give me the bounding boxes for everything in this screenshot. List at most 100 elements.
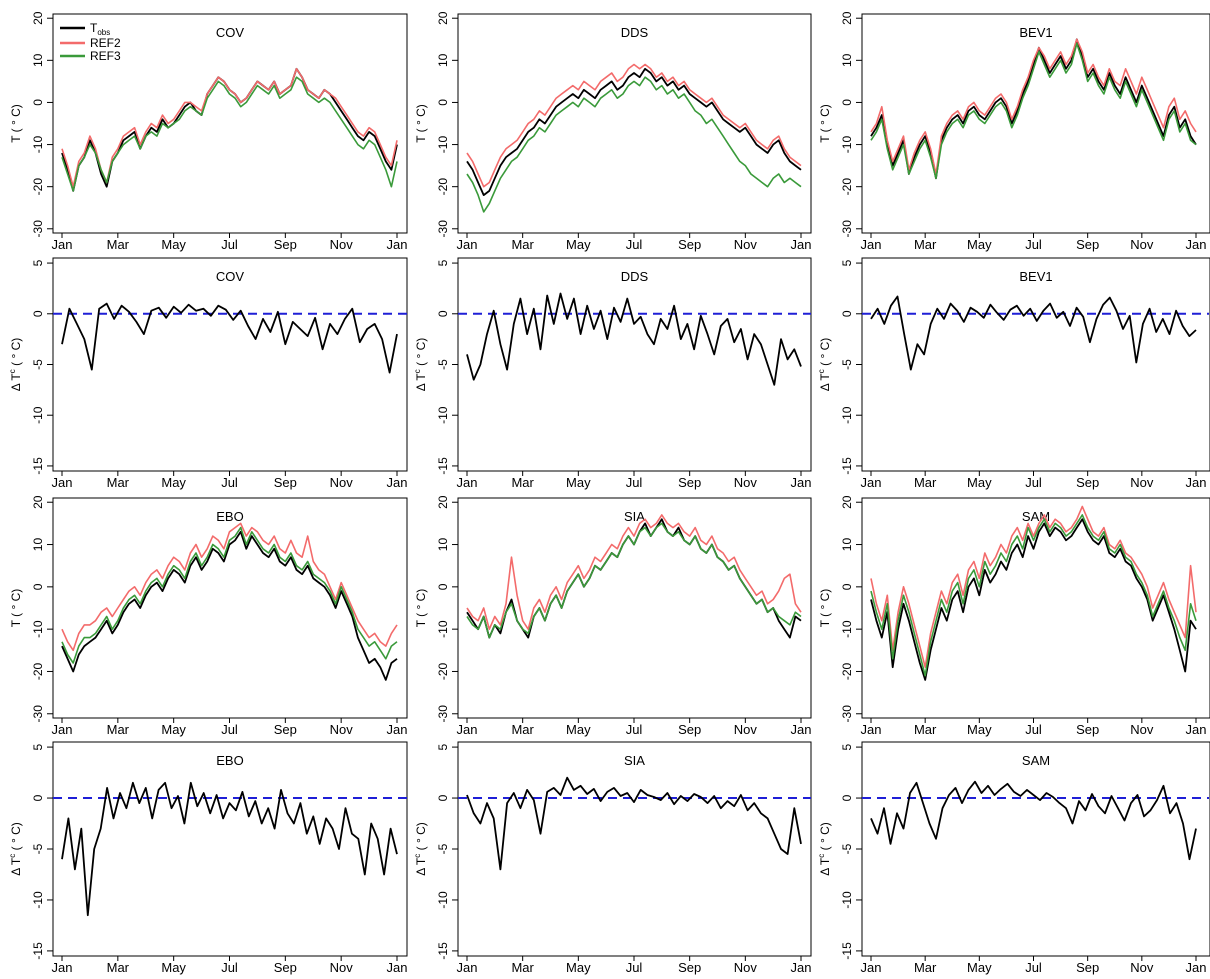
x-tick-label-mar: Mar (511, 722, 534, 737)
plot-frame (458, 14, 811, 233)
series-line-ref2 (467, 515, 801, 629)
series-line-obs (871, 297, 1196, 370)
panel-temperature-sia: -30 -20 -10 0 10 20 T ( ° C) Jan Mar May Jul Sep Nov… (414, 495, 811, 737)
x-tick-label-mar: Mar (511, 237, 534, 252)
x-tick-label-jul: Jul (221, 960, 238, 975)
x-tick-label-jul: Jul (221, 475, 238, 490)
x-tick-label-sep: Sep (1076, 475, 1099, 490)
y-tick-label: -15 (436, 942, 450, 960)
x-tick-label-jul: Jul (626, 960, 643, 975)
x-tick-label-nov: Nov (734, 960, 758, 975)
series-line-obs (62, 532, 397, 680)
x-tick-label-mar: Mar (914, 960, 937, 975)
y-tick-label: -30 (31, 705, 45, 723)
panel-title: SAM (1022, 753, 1050, 768)
panel-temperature-bev1: -30-20-1001020T ( ° C)Jan Mar May Jul Sep Nov… (818, 11, 1210, 252)
y-axis-label-unit: ( ° C) (9, 822, 23, 853)
x-tick-label-sep: Sep (678, 475, 701, 490)
y-axis-label-unit: ( ° C) (414, 104, 428, 135)
x-tick-label-nov: Nov (330, 475, 354, 490)
x-tick-label-jan: Jan (1186, 722, 1207, 737)
x-tick-label-jul: Jul (626, 237, 643, 252)
y-axis-label-main: Δ T (414, 857, 428, 876)
x-tick-label-jan: Jan (791, 475, 812, 490)
x-tick-label-nov: Nov (1130, 960, 1154, 975)
plot-frame (862, 742, 1210, 956)
y-tick-label: 0 (31, 99, 45, 106)
x-tick-label-mar: Mar (511, 475, 534, 490)
y-axis-label-unit: ( ° C) (9, 338, 23, 369)
x-tick-label-nov: Nov (330, 237, 354, 252)
y-tick-label: 5 (436, 743, 450, 750)
x-tick-label-jul: Jul (626, 722, 643, 737)
y-tick-label: -10 (31, 136, 45, 154)
x-tick-label-nov: Nov (734, 722, 758, 737)
panel-title: SIA (624, 753, 645, 768)
y-tick-label: 5 (31, 259, 45, 266)
y-tick-label: 0 (436, 310, 450, 317)
y-axis-label-main: Δ T (818, 857, 832, 876)
y-tick-label: 10 (436, 538, 450, 552)
x-tick-label-mar: Mar (914, 475, 937, 490)
y-tick-label: 0 (436, 794, 450, 801)
x-tick-label-jan: Jan (387, 722, 408, 737)
series-line-ref3 (62, 77, 397, 191)
y-tick-label: 10 (840, 53, 854, 67)
y-axis-label-unit: ( ° C) (9, 104, 23, 135)
x-tick-label-sep: Sep (274, 722, 297, 737)
x-tick-label-mar: Mar (107, 722, 130, 737)
x-tick-label-may: May (967, 722, 992, 737)
x-tick-label-jan: Jan (1186, 960, 1207, 975)
x-tick-label-may: May (566, 475, 591, 490)
x-tick-label-sep: Sep (1076, 960, 1099, 975)
y-tick-label: -20 (31, 178, 45, 196)
y-tick-label: -10 (436, 620, 450, 638)
x-tick-label-jan: Jan (861, 237, 882, 252)
x-tick-label-may: May (566, 722, 591, 737)
x-tick-label-jan: Jan (1186, 475, 1207, 490)
y-axis-label: Δ Tc ( ° C) (8, 338, 23, 392)
y-tick-label: -30 (436, 705, 450, 723)
y-tick-label: -10 (436, 136, 450, 154)
y-axis-label: T ( ° C) (414, 589, 428, 628)
x-tick-label-jan: Jan (457, 475, 478, 490)
x-tick-label-sep: Sep (1076, 722, 1099, 737)
x-tick-label-may: May (566, 960, 591, 975)
series-line-obs (871, 782, 1196, 860)
plot-frame (458, 742, 811, 956)
x-tick-label-may: May (161, 237, 186, 252)
series-line-ref3 (467, 523, 801, 637)
y-axis-label: T ( ° C) (9, 104, 23, 143)
y-tick-label: -5 (436, 359, 450, 370)
x-tick-label-jan: Jan (861, 722, 882, 737)
x-tick-label-mar: Mar (914, 237, 937, 252)
x-tick-label-nov: Nov (330, 722, 354, 737)
series-line-obs (62, 69, 397, 191)
x-tick-label-jan: Jan (861, 475, 882, 490)
panel-difference-sia: -15 -10 -5 0 5 Δ Tc ( ° C) Jan Mar May Jul Sep Nov J… (413, 742, 811, 975)
panel-temperature-dds: -30 -20 -10 0 10 20 T ( ° C) Jan Mar May Jul Sep Nov… (414, 11, 811, 252)
x-tick-label-sep: Sep (678, 722, 701, 737)
y-tick-label: -15 (840, 942, 854, 960)
series-line-obs (467, 294, 801, 385)
x-tick-label-mar: Mar (914, 722, 937, 737)
y-axis-label-main: Δ T (818, 373, 832, 392)
y-tick-label: -15 (31, 942, 45, 960)
x-tick-label-jan: Jan (387, 475, 408, 490)
y-tick-label: -20 (840, 662, 854, 680)
x-tick-label-nov: Nov (734, 237, 758, 252)
y-tick-label: -20 (436, 662, 450, 680)
y-tick-label: -30 (436, 220, 450, 238)
x-tick-label-jan: Jan (791, 237, 812, 252)
y-tick-label: 10 (31, 538, 45, 552)
y-tick-label: 0 (840, 583, 854, 590)
x-tick-label-jul: Jul (221, 237, 238, 252)
x-tick-label-jul: Jul (221, 722, 238, 737)
x-tick-label-jan: Jan (861, 960, 882, 975)
y-tick-label: -20 (436, 178, 450, 196)
x-tick-label-jan: Jan (1186, 237, 1207, 252)
plot-frame (862, 258, 1210, 471)
y-tick-label: -5 (436, 843, 450, 854)
x-tick-label-mar: Mar (511, 960, 534, 975)
